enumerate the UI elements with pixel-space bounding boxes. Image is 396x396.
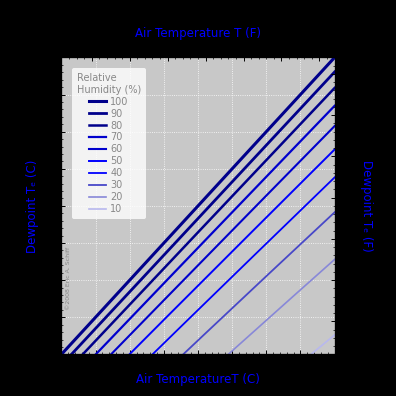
Y-axis label: Dewpoint Tₑ (C): Dewpoint Tₑ (C) [26, 159, 39, 253]
X-axis label: Air TemperatureT (C): Air TemperatureT (C) [136, 373, 260, 386]
Legend: 100, 90, 80, 70, 60, 50, 40, 30, 20, 10: 100, 90, 80, 70, 60, 50, 40, 30, 20, 10 [72, 68, 146, 219]
Y-axis label: Dewpoint Tₑ (F): Dewpoint Tₑ (F) [360, 160, 373, 252]
Text: ©2008 Eric A. Schiff: ©2008 Eric A. Schiff [66, 247, 71, 310]
X-axis label: Air Temperature T (F): Air Temperature T (F) [135, 27, 261, 40]
